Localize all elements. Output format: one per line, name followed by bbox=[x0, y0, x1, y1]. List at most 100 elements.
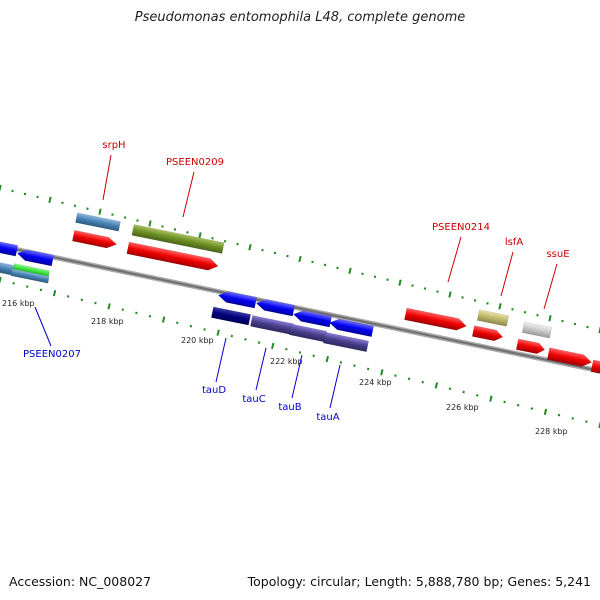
outer-tick-mark bbox=[86, 207, 89, 211]
outer-tick-mark bbox=[373, 275, 377, 279]
outer-tick-mark bbox=[0, 184, 2, 192]
feature-next-arrow bbox=[546, 347, 592, 367]
gene-label-tauB: tauB bbox=[278, 402, 301, 413]
outer-tick-mark bbox=[536, 313, 539, 317]
outer-tick-mark bbox=[298, 255, 302, 263]
outer-tick-mark bbox=[348, 267, 352, 274]
feature-PSEEN0207-arrow bbox=[16, 249, 55, 267]
inner-tick-mark bbox=[66, 295, 70, 298]
gene-label-PSEEN0214-leader-line bbox=[447, 236, 462, 283]
gene-label-tauC-leader-line bbox=[255, 347, 267, 391]
gene-label-layer: srpH PSEEN0209 PSEEN0214 lsfA ssuE PSEEN0207 t… bbox=[23, 140, 570, 423]
inner-tick-mark bbox=[203, 328, 206, 331]
feature-tauB-arrow bbox=[292, 310, 333, 328]
feature-layer bbox=[0, 212, 600, 374]
inner-tick-mark bbox=[80, 298, 84, 302]
feature-tauC-box bbox=[250, 315, 294, 335]
inner-tick-mark bbox=[312, 354, 315, 358]
inner-tick-mark bbox=[257, 341, 261, 344]
outer-tick-mark bbox=[261, 248, 264, 252]
outer-tick-mark bbox=[398, 279, 402, 286]
feature-PSEEN0206-arrow bbox=[0, 240, 19, 257]
outer-tick-mark bbox=[198, 232, 202, 239]
inner-tick-mark bbox=[462, 390, 465, 394]
outer-tick-mark bbox=[286, 254, 289, 258]
inner-tick-mark bbox=[12, 281, 15, 285]
outer-tick-mark bbox=[411, 284, 414, 287]
gene-label-lsfA-leader-line bbox=[500, 251, 514, 297]
scale-label: 218 kbp bbox=[91, 317, 124, 326]
outer-tick-mark bbox=[248, 244, 252, 251]
inner-tick-mark bbox=[421, 380, 424, 384]
map-title: Pseudomonas entomophila L48, complete ge… bbox=[134, 10, 466, 25]
feature-ssuE-homolog-box bbox=[521, 321, 553, 339]
outer-tick-mark bbox=[598, 326, 600, 334]
gene-label-PSEEN0207-leader-line bbox=[34, 306, 52, 347]
inner-tick-mark bbox=[189, 324, 193, 328]
inner-tick-mark bbox=[94, 301, 97, 305]
scale-label: 220 kbp bbox=[181, 336, 214, 345]
inner-tick-mark bbox=[325, 355, 329, 363]
inner-tick-mark bbox=[298, 351, 302, 354]
outer-tick-mark bbox=[111, 213, 114, 216]
outer-tick-mark bbox=[311, 260, 314, 264]
outer-tick-mark bbox=[36, 195, 39, 199]
inner-tick-mark bbox=[557, 413, 561, 417]
genome-summary-text: Topology: circular; Length: 5,888,780 bp… bbox=[247, 574, 591, 589]
outer-tick-mark bbox=[361, 272, 364, 276]
scale-label: 224 kbp bbox=[359, 378, 392, 387]
gene-label-ssuE-leader-line bbox=[543, 263, 558, 310]
feature-tauD-box bbox=[210, 306, 252, 326]
scale-label: 216 kbp bbox=[2, 299, 35, 308]
outer-tick-mark bbox=[386, 278, 389, 282]
inner-tick-mark bbox=[598, 421, 600, 429]
gene-label-tauC: tauC bbox=[242, 394, 265, 405]
outer-tick-mark bbox=[173, 228, 177, 231]
outer-tick-mark bbox=[473, 299, 477, 302]
inner-tick-mark bbox=[176, 321, 179, 325]
gene-label-ssuE: ssuE bbox=[546, 249, 569, 260]
outer-tick-mark bbox=[223, 239, 227, 243]
outer-tick-mark bbox=[123, 216, 127, 219]
feature-PSEEN0207-box bbox=[10, 268, 50, 284]
feature-tauC-arrow bbox=[255, 299, 296, 317]
outer-tick-mark bbox=[73, 204, 77, 208]
outer-tick-mark bbox=[586, 325, 589, 329]
inner-tick-mark bbox=[107, 303, 111, 310]
inner-tick-mark bbox=[571, 417, 574, 420]
inner-tick-mark bbox=[244, 338, 247, 341]
outer-tick-mark bbox=[548, 315, 552, 322]
inner-tick-mark bbox=[339, 361, 343, 364]
inner-tick-mark bbox=[448, 387, 452, 391]
inner-tick-mark bbox=[0, 276, 2, 284]
outer-tick-mark bbox=[211, 236, 214, 240]
gene-label-PSEEN0209-leader-line bbox=[182, 171, 195, 218]
gene-label-tauD-leader-line bbox=[215, 337, 227, 383]
gene-label-tauD: tauD bbox=[202, 385, 226, 396]
outer-tick-mark bbox=[161, 225, 164, 228]
gene-label-PSEEN0207: PSEEN0207 bbox=[23, 349, 81, 360]
inner-tick-mark bbox=[52, 290, 57, 297]
feature-lsfA-arrow bbox=[471, 325, 504, 342]
outer-tick-mark bbox=[448, 291, 452, 298]
gene-label-tauA: tauA bbox=[316, 412, 339, 423]
inner-tick-mark bbox=[121, 308, 124, 311]
outer-tick-mark bbox=[436, 290, 439, 293]
outer-tick-mark bbox=[273, 251, 277, 255]
feature-PSEEN0214-arrow bbox=[404, 307, 467, 331]
outer-tick-mark bbox=[11, 189, 14, 193]
genome-backbone-core bbox=[0, 245, 600, 372]
scale-label: 228 kbp bbox=[535, 427, 568, 436]
gene-label-PSEEN0214: PSEEN0214 bbox=[432, 222, 490, 233]
feature-tauD-arrow bbox=[217, 291, 258, 309]
inner-tick-mark bbox=[285, 347, 288, 351]
inner-tick-mark bbox=[26, 285, 29, 288]
feature-PSEEN0209-arrow bbox=[126, 241, 219, 271]
feature-tauA-box bbox=[323, 331, 369, 353]
inner-tick-mark bbox=[380, 369, 384, 376]
outer-tick-mark bbox=[136, 219, 139, 222]
inner-tick-mark bbox=[530, 407, 534, 410]
feature-ssuE-arrow bbox=[515, 338, 546, 355]
gene-label-tauA-leader-line bbox=[329, 364, 341, 409]
